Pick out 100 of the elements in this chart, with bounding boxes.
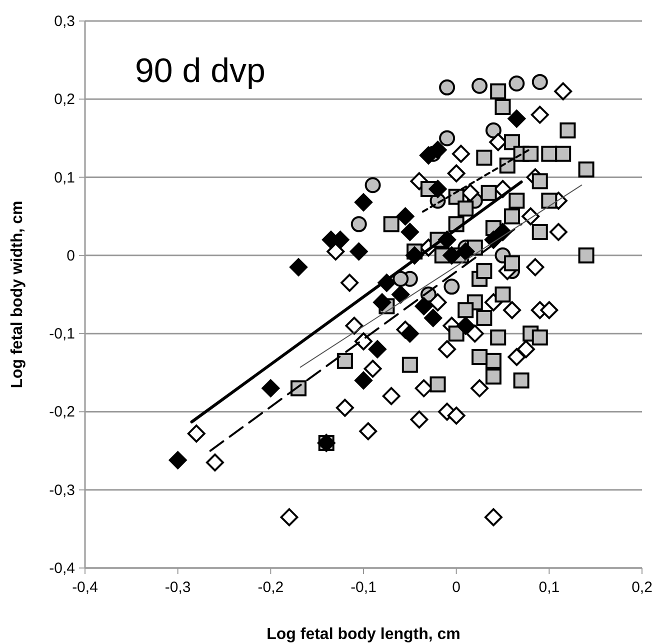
point bbox=[350, 216, 367, 232]
point bbox=[494, 98, 511, 115]
x-tick-label: -0,3 bbox=[164, 579, 191, 596]
point bbox=[490, 83, 506, 100]
point bbox=[410, 410, 428, 429]
y-tick-label: 0,1 bbox=[54, 169, 75, 186]
point bbox=[484, 508, 502, 526]
point bbox=[400, 222, 419, 241]
point bbox=[458, 200, 474, 217]
point bbox=[354, 332, 372, 350]
point bbox=[503, 301, 522, 320]
y-tick-label: 0,3 bbox=[54, 13, 75, 30]
point bbox=[340, 274, 359, 292]
point bbox=[392, 286, 410, 304]
point bbox=[373, 293, 392, 312]
point bbox=[400, 324, 419, 343]
point bbox=[424, 308, 442, 327]
point bbox=[560, 122, 576, 138]
point bbox=[452, 144, 470, 163]
text: 90 d dvp bbox=[135, 52, 266, 90]
x-tick-label: -0,1 bbox=[350, 579, 376, 596]
y-tick-label: -0,3 bbox=[49, 482, 75, 499]
point bbox=[262, 379, 280, 398]
point bbox=[280, 508, 298, 526]
point bbox=[508, 348, 526, 366]
point bbox=[364, 360, 382, 378]
point bbox=[438, 340, 456, 358]
point bbox=[549, 222, 568, 241]
point bbox=[532, 224, 548, 240]
point bbox=[522, 146, 539, 162]
point bbox=[350, 242, 368, 261]
point bbox=[504, 255, 520, 272]
point bbox=[490, 329, 506, 346]
point bbox=[345, 316, 364, 335]
point bbox=[485, 122, 502, 138]
point bbox=[364, 177, 381, 194]
point bbox=[555, 146, 572, 162]
point bbox=[530, 106, 549, 124]
point bbox=[458, 302, 474, 318]
x-tick-label: 0,1 bbox=[538, 579, 560, 596]
y-tick-label: -0,4 bbox=[49, 560, 75, 577]
point bbox=[428, 140, 447, 159]
point bbox=[456, 316, 475, 335]
x-axis-title: Log fetal body length, cm bbox=[266, 626, 460, 643]
point bbox=[439, 130, 456, 146]
point bbox=[578, 247, 594, 264]
point bbox=[522, 207, 540, 226]
point bbox=[516, 340, 535, 358]
y-tick-label: -0,1 bbox=[49, 326, 75, 343]
y-axis-title: Log fetal body width, cm bbox=[9, 200, 26, 388]
point bbox=[504, 208, 520, 224]
point bbox=[485, 352, 502, 369]
point bbox=[470, 379, 489, 398]
point bbox=[554, 82, 572, 100]
point bbox=[402, 356, 418, 373]
point bbox=[396, 207, 414, 226]
point bbox=[476, 263, 492, 280]
point bbox=[532, 74, 548, 90]
point bbox=[368, 340, 386, 358]
point bbox=[290, 258, 308, 276]
y-tick-label: 0,2 bbox=[54, 91, 75, 108]
x-tick-label: -0,2 bbox=[258, 579, 284, 596]
point bbox=[456, 242, 475, 261]
point bbox=[472, 78, 488, 94]
point bbox=[504, 134, 520, 150]
y-tick-label: -0,2 bbox=[49, 404, 75, 421]
point bbox=[540, 301, 558, 320]
point bbox=[206, 454, 224, 472]
point bbox=[447, 164, 466, 182]
y-tick-label: 0 bbox=[66, 247, 75, 264]
point bbox=[508, 110, 526, 128]
point bbox=[476, 150, 492, 166]
x-tick-label: 0,2 bbox=[632, 579, 652, 596]
point bbox=[382, 387, 400, 406]
point bbox=[359, 422, 378, 440]
point bbox=[383, 216, 400, 232]
point bbox=[439, 79, 456, 96]
x-tick-label: 0 bbox=[452, 579, 461, 596]
point bbox=[354, 371, 372, 390]
point bbox=[526, 258, 544, 276]
point bbox=[354, 193, 372, 212]
point bbox=[508, 192, 525, 209]
point bbox=[447, 406, 466, 425]
point bbox=[578, 161, 594, 178]
x-tick-label: -0,4 bbox=[72, 579, 98, 596]
point bbox=[494, 286, 511, 302]
point bbox=[513, 372, 530, 388]
point bbox=[168, 451, 187, 470]
point bbox=[336, 352, 353, 369]
point bbox=[442, 246, 461, 264]
point bbox=[444, 278, 460, 295]
point bbox=[508, 76, 525, 92]
point bbox=[532, 329, 548, 346]
point bbox=[187, 424, 206, 443]
point bbox=[428, 180, 447, 198]
point bbox=[476, 310, 492, 326]
point bbox=[472, 349, 488, 366]
point bbox=[430, 376, 446, 392]
point bbox=[485, 368, 502, 385]
point bbox=[414, 297, 433, 316]
